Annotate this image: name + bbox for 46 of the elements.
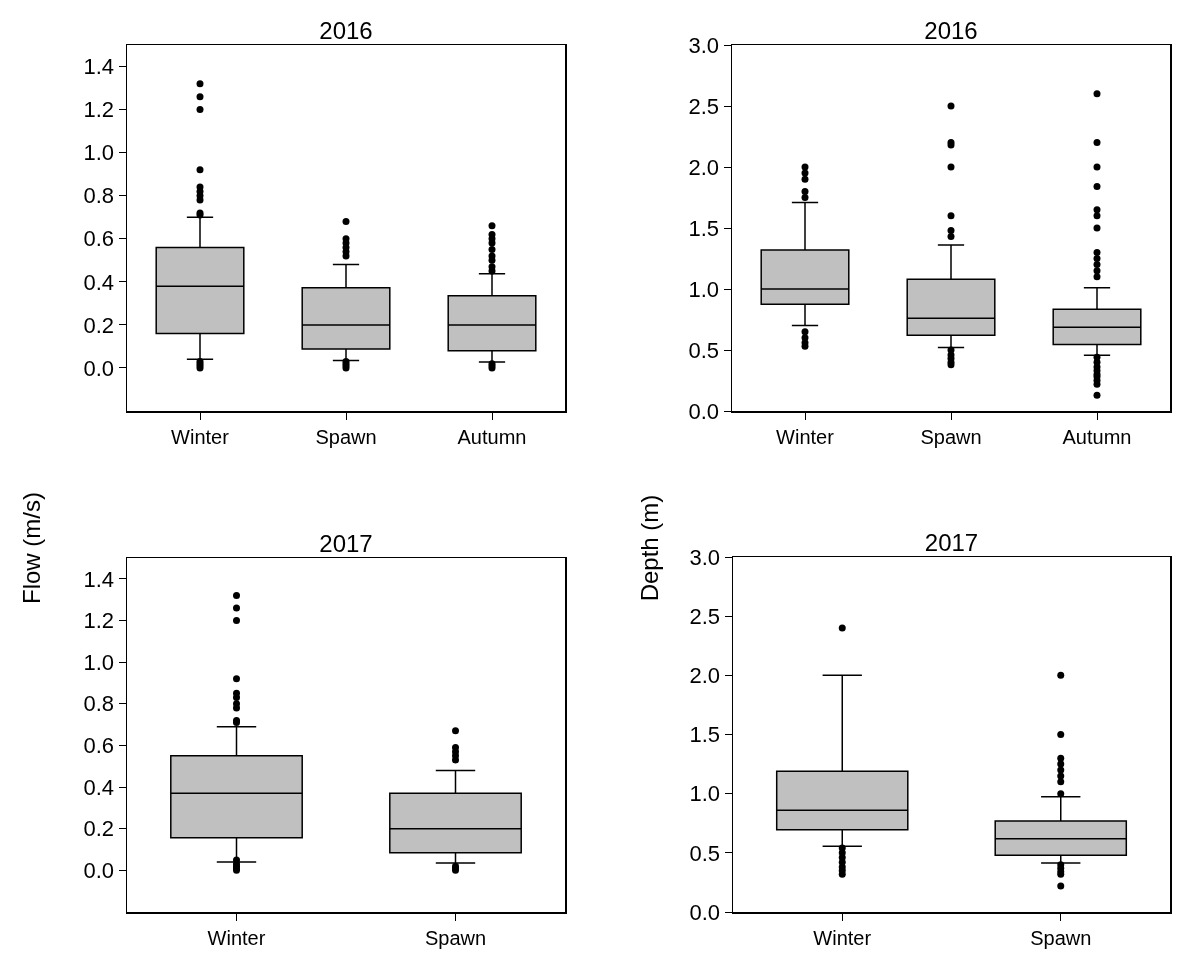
y-tick-label: 1.2 [83, 608, 115, 634]
y-tick-label: 1.0 [688, 276, 720, 302]
y-tick-label: 0.2 [83, 312, 115, 338]
y-tick-label: 0.8 [83, 183, 115, 209]
y-tick-label: 0.0 [83, 858, 115, 884]
chart-title: 2016 [319, 17, 373, 44]
y-tick-label: 2.5 [689, 603, 721, 629]
y-tick-label: 1.5 [688, 215, 720, 241]
y-tick-label: 1.4 [83, 54, 115, 80]
x-tick-label: Winter [776, 425, 835, 448]
x-tick-label: Autumn [1062, 425, 1132, 448]
y-tick-label: 1.5 [689, 722, 721, 748]
x-tick-label: Spawn [1030, 926, 1092, 949]
y-tick-label: 0.0 [83, 355, 115, 381]
x-tick-label: Autumn [457, 425, 527, 448]
y-tick-label: 1.0 [689, 781, 721, 807]
y-axis-title: Flow (m/s) [18, 492, 46, 604]
y-tick-label: 0.0 [688, 398, 720, 424]
y-tick-label: 2.0 [689, 663, 721, 689]
y-tick-label: 0.6 [83, 733, 115, 759]
x-tick-label: Winter [207, 926, 266, 949]
x-tick-label: Spawn [315, 425, 377, 448]
y-axis-title: Depth (m) [636, 494, 664, 602]
y-tick-label: 0.2 [83, 816, 115, 842]
chart-title: 2016 [924, 17, 978, 44]
y-tick-label: 0.4 [83, 269, 115, 295]
x-tick-label: Spawn [920, 425, 982, 448]
y-tick-label: 0.4 [83, 774, 115, 800]
chart-title: 2017 [319, 530, 373, 557]
y-tick-label: 1.0 [83, 140, 115, 166]
y-tick-label: 2.0 [688, 154, 720, 180]
y-tick-label: 1.2 [83, 97, 115, 123]
y-tick-label: 0.6 [83, 226, 115, 252]
x-tick-label: Winter [171, 425, 230, 448]
x-tick-label: Winter [813, 926, 872, 949]
y-tick-label: 1.4 [83, 566, 115, 592]
chart-title: 2017 [924, 529, 979, 556]
y-tick-label: 0.5 [688, 337, 720, 363]
y-tick-label: 0.8 [83, 691, 115, 717]
y-tick-label: 3.0 [689, 544, 721, 570]
y-tick-label: 3.0 [688, 32, 720, 58]
y-tick-label: 2.5 [688, 93, 720, 119]
y-tick-label: 0.5 [689, 840, 721, 866]
y-tick-label: 1.0 [83, 649, 115, 675]
x-tick-label: Spawn [424, 926, 487, 949]
y-tick-label: 0.0 [689, 899, 721, 925]
